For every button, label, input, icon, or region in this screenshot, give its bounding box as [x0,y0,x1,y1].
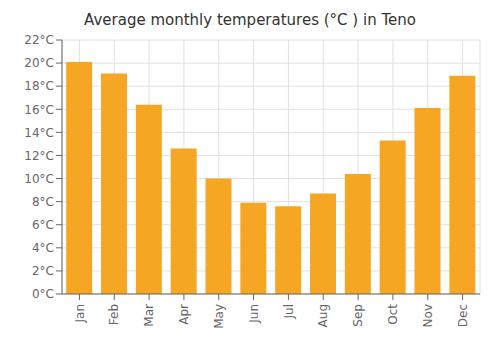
svg-text:18°C: 18°C [24,79,54,93]
svg-text:0°C: 0°C [32,287,54,301]
svg-text:14°C: 14°C [24,126,54,140]
svg-text:Jul: Jul [282,304,296,319]
svg-text:2°C: 2°C [32,264,54,278]
html-text:Average monthly temperatures (: Average monthly temperatures (°C ) in Te… [84,11,416,29]
svg-text:22°C: 22°C [24,33,54,47]
svg-text:16°C: 16°C [24,103,54,117]
svg-text:20°C: 20°C [24,56,54,70]
svg-text:4°C: 4°C [32,241,54,255]
svg-text:Aug: Aug [316,304,330,327]
svg-text:Mar: Mar [142,304,156,327]
svg-text:Nov: Nov [421,304,435,327]
svg-text:Apr: Apr [177,304,191,325]
svg-text:Oct: Oct [386,304,400,325]
svg-text:10°C: 10°C [24,172,54,186]
svg-text:6°C: 6°C [32,218,54,232]
svg-text:Jun: Jun [247,304,261,324]
svg-text:May: May [212,304,226,329]
svg-text:Sep: Sep [351,304,365,327]
svg-text:Jan: Jan [73,304,87,324]
svg-text:8°C: 8°C [32,195,54,209]
svg-text:12°C: 12°C [24,149,54,163]
svg-text:Feb: Feb [107,304,121,325]
svg-text:Dec: Dec [456,304,470,327]
